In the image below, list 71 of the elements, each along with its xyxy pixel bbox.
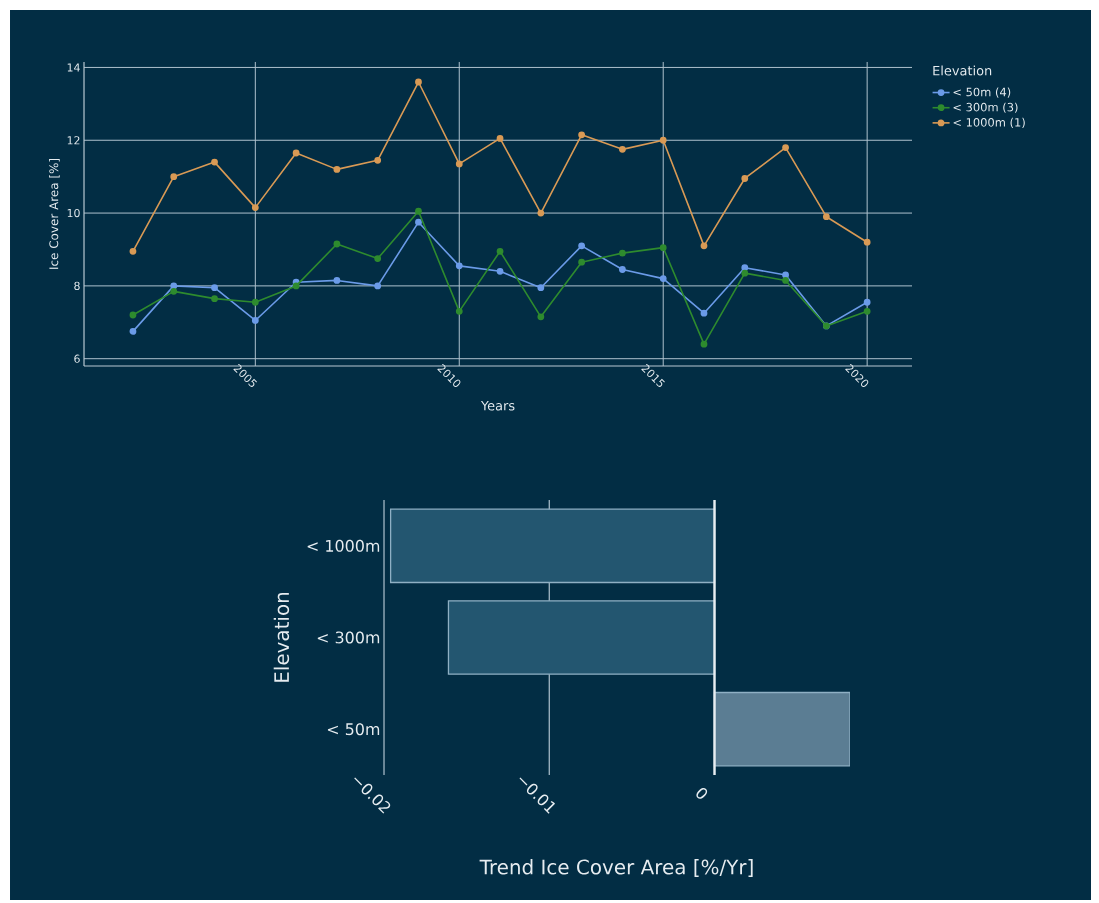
point	[455, 307, 463, 315]
point	[782, 277, 789, 284]
point	[741, 264, 749, 272]
y-tick-label: 8	[74, 281, 80, 291]
point	[700, 309, 708, 317]
legend-label: < 1000m (1)	[953, 117, 1025, 128]
point	[741, 269, 749, 277]
point	[496, 247, 504, 255]
y-axis-title: Ice Cover Area [%]	[49, 158, 60, 269]
x-axis-title: Trend Ice Cover Area [%/Yr]	[479, 859, 753, 877]
point	[333, 277, 341, 284]
y-tick-label: 10	[67, 208, 80, 218]
point	[578, 131, 586, 139]
point	[619, 266, 626, 273]
point	[292, 149, 300, 157]
y-tick-label: 12	[67, 136, 80, 145]
point	[496, 135, 504, 142]
point	[251, 298, 259, 306]
legend-label: < 300m (3)	[953, 102, 1018, 113]
point	[211, 295, 218, 303]
y-tick-label: < 1000m	[307, 539, 380, 552]
y-tick-label: < 300m	[317, 631, 380, 644]
point	[170, 173, 178, 181]
point	[292, 282, 300, 290]
legend-label: < 50m (4)	[953, 87, 1011, 98]
y-axis-title: Elevation	[273, 592, 290, 682]
point	[537, 209, 545, 217]
point	[496, 267, 504, 275]
point	[415, 207, 422, 215]
point	[415, 218, 422, 226]
x-tick-label: 0	[696, 788, 708, 799]
y-tick-label: < 50m	[327, 723, 380, 736]
point	[863, 238, 871, 246]
point	[170, 282, 178, 290]
y-tick-label: 6	[74, 354, 80, 363]
point	[129, 311, 137, 319]
point	[455, 262, 463, 270]
x-axis-title: Years	[480, 400, 515, 411]
point	[863, 307, 871, 315]
point	[211, 284, 218, 292]
point	[251, 204, 259, 212]
point	[578, 258, 586, 266]
point	[822, 213, 830, 221]
point	[537, 284, 545, 292]
point	[700, 340, 708, 348]
point	[782, 271, 789, 279]
point	[741, 175, 749, 182]
point	[782, 144, 789, 151]
point	[659, 244, 667, 252]
legend-title: Elevation	[933, 65, 992, 76]
point	[537, 313, 545, 321]
point	[374, 282, 382, 290]
point	[619, 145, 626, 153]
point	[659, 275, 667, 283]
point	[251, 317, 259, 324]
point	[374, 255, 382, 262]
y-tick-label: 14	[67, 63, 80, 72]
point	[333, 240, 341, 248]
point	[578, 242, 586, 250]
point	[170, 287, 178, 295]
point	[700, 242, 708, 250]
point	[129, 247, 137, 255]
point	[619, 249, 626, 257]
point	[333, 165, 341, 173]
point	[455, 160, 463, 168]
point	[211, 158, 218, 166]
point	[129, 327, 137, 335]
point	[415, 78, 422, 86]
point	[374, 156, 382, 164]
point	[659, 136, 667, 144]
point	[863, 298, 871, 306]
